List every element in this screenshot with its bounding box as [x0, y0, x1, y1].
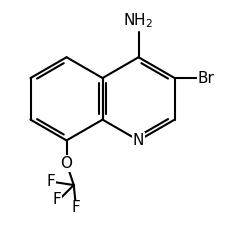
Text: F: F — [52, 192, 61, 207]
Text: O: O — [60, 156, 72, 171]
Text: N: N — [132, 133, 144, 148]
Text: NH$_2$: NH$_2$ — [123, 11, 153, 30]
Text: F: F — [71, 200, 80, 215]
Text: F: F — [47, 174, 55, 189]
Text: Br: Br — [197, 70, 213, 85]
